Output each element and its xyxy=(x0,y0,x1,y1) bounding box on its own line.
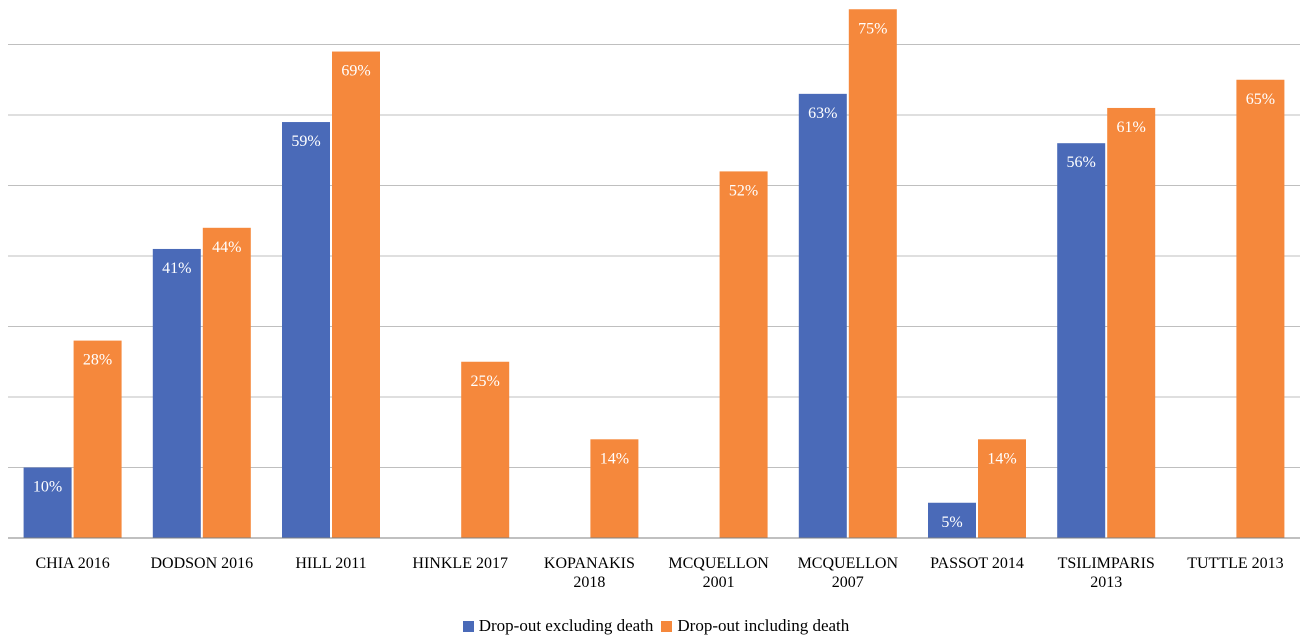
data-label: 14% xyxy=(600,450,629,467)
category-label: HINKLE 2017 xyxy=(412,555,508,572)
bar-group: 5% 14% xyxy=(928,439,1026,538)
data-label: 41% xyxy=(162,260,191,277)
bar-including-death xyxy=(978,439,1026,538)
data-label: 10% xyxy=(33,479,62,496)
bar-including-death xyxy=(848,9,897,538)
bar-excluding-death xyxy=(928,502,976,538)
bar-excluding-death xyxy=(152,248,201,538)
data-label: 61% xyxy=(1117,119,1146,136)
category-label: HILL 2011 xyxy=(295,555,366,572)
bar-including-death xyxy=(590,439,639,538)
category-label: TSILIMPARIS 2013 xyxy=(1058,555,1155,591)
data-label: 52% xyxy=(729,182,758,199)
category-label: TUTTLE 2013 xyxy=(1187,555,1283,572)
bar-excluding-death xyxy=(23,467,72,538)
data-label: 28% xyxy=(83,352,112,369)
bar-including-death xyxy=(202,227,251,539)
data-label: 56% xyxy=(1067,154,1096,171)
data-label: 25% xyxy=(471,373,500,390)
category-label: MCQUELLON 2001 xyxy=(668,555,769,591)
bar-group: 14% xyxy=(590,439,639,538)
bar-group: 59% 69% xyxy=(282,51,380,539)
bar-including-death xyxy=(73,340,122,538)
gridlines xyxy=(8,44,1300,468)
bar-group: 25% xyxy=(461,361,510,538)
category-label: CHIA 2016 xyxy=(35,555,109,572)
bar-including-death xyxy=(332,51,380,539)
bar-group: 52% xyxy=(719,171,768,538)
bars: 10% 28% 41% 44% 59% 69% 25% 14% 52% 63% 75% 5% 14% 56… xyxy=(23,9,1285,539)
bar-group: 56% 61% xyxy=(1057,107,1156,538)
bar-excluding-death xyxy=(798,93,847,538)
legend-swatch-excluding xyxy=(462,620,474,632)
bar-group: 63% 75% xyxy=(798,9,897,538)
legend-item-excluding: Drop-out excluding death xyxy=(462,616,654,636)
bar-including-death xyxy=(461,361,510,538)
data-label: 14% xyxy=(987,450,1016,467)
bar-including-death xyxy=(1107,107,1156,538)
category-label: PASSOT 2014 xyxy=(930,555,1024,572)
data-label: 75% xyxy=(858,20,887,37)
bar-group: 65% xyxy=(1236,79,1285,538)
category-label: MCQUELLON 2007 xyxy=(798,555,899,591)
legend-swatch-including xyxy=(661,620,673,632)
bar-excluding-death xyxy=(1057,143,1106,538)
legend-item-including: Drop-out including death xyxy=(661,616,849,636)
bar-group: 41% 44% xyxy=(152,227,251,539)
data-label: 44% xyxy=(212,239,241,256)
bar-chart: 10% 28% 41% 44% 59% 69% 25% 14% 52% 63% 75% 5% 14% 56… xyxy=(8,9,1300,591)
bar-including-death xyxy=(1236,79,1285,538)
bar-group: 10% 28% xyxy=(23,340,122,538)
bar-excluding-death xyxy=(282,122,330,539)
data-label: 65% xyxy=(1246,91,1275,108)
bar-including-death xyxy=(719,171,768,538)
data-label: 69% xyxy=(341,63,370,80)
data-label: 5% xyxy=(941,514,962,531)
data-label: 59% xyxy=(291,133,320,150)
legend-label-including: Drop-out including death xyxy=(677,616,850,635)
legend-label-excluding: Drop-out excluding death xyxy=(478,616,654,635)
legend: Drop-out excluding death Drop-out includ… xyxy=(0,616,1312,636)
data-label: 63% xyxy=(808,105,837,122)
category-label: DODSON 2016 xyxy=(150,555,253,572)
x-axis-tick-labels: CHIA 2016 DODSON 2016 HILL 2011 HINKLE 2017… xyxy=(35,555,1283,591)
category-label: KOPANAKIS 2018 xyxy=(544,555,635,591)
